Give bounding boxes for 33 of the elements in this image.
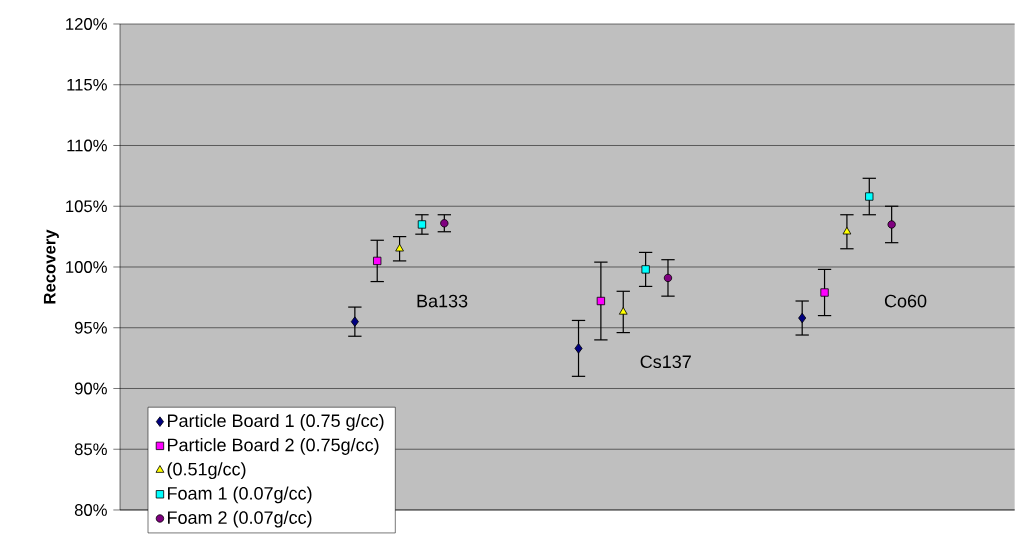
y-tick-label: 90% — [74, 382, 107, 395]
point — [820, 288, 829, 297]
legend-label: Foam 1 (0.07g/cc) — [168, 486, 312, 504]
legend-label: Foam 2 (0.07g/cc) — [168, 510, 312, 528]
y-tick-label: 115% — [67, 78, 107, 91]
annotation: Ba133 — [417, 294, 468, 308]
legend-label: Particle Board 2 (0.75g/cc) — [168, 438, 379, 455]
y-axis-title: Recovery — [43, 229, 59, 304]
point — [618, 307, 628, 315]
point — [842, 226, 852, 235]
point — [641, 265, 650, 274]
y-tick-label: 85% — [74, 443, 107, 456]
y-tick-label: 120% — [66, 18, 107, 30]
legend-label: Particle Board 1 (0.75 g/cc) — [168, 413, 384, 431]
legend-label: (0.51g/cc) — [167, 462, 246, 480]
y-tick-label: 105% — [66, 200, 107, 213]
y-tick-label: 100% — [66, 261, 107, 273]
point — [440, 219, 449, 228]
point — [887, 220, 896, 229]
y-tick-label: 110% — [67, 139, 107, 152]
point — [417, 220, 427, 229]
point — [395, 243, 404, 252]
annotation: Co60 — [884, 294, 927, 308]
point — [798, 312, 807, 324]
point — [663, 273, 673, 283]
y-tick-label: 95% — [74, 321, 107, 334]
point — [350, 316, 359, 327]
point — [596, 296, 606, 306]
point — [373, 256, 382, 266]
point — [865, 192, 874, 201]
point — [574, 343, 583, 354]
y-tick-label: 80% — [74, 504, 107, 516]
annotation: Cs137 — [640, 355, 691, 369]
